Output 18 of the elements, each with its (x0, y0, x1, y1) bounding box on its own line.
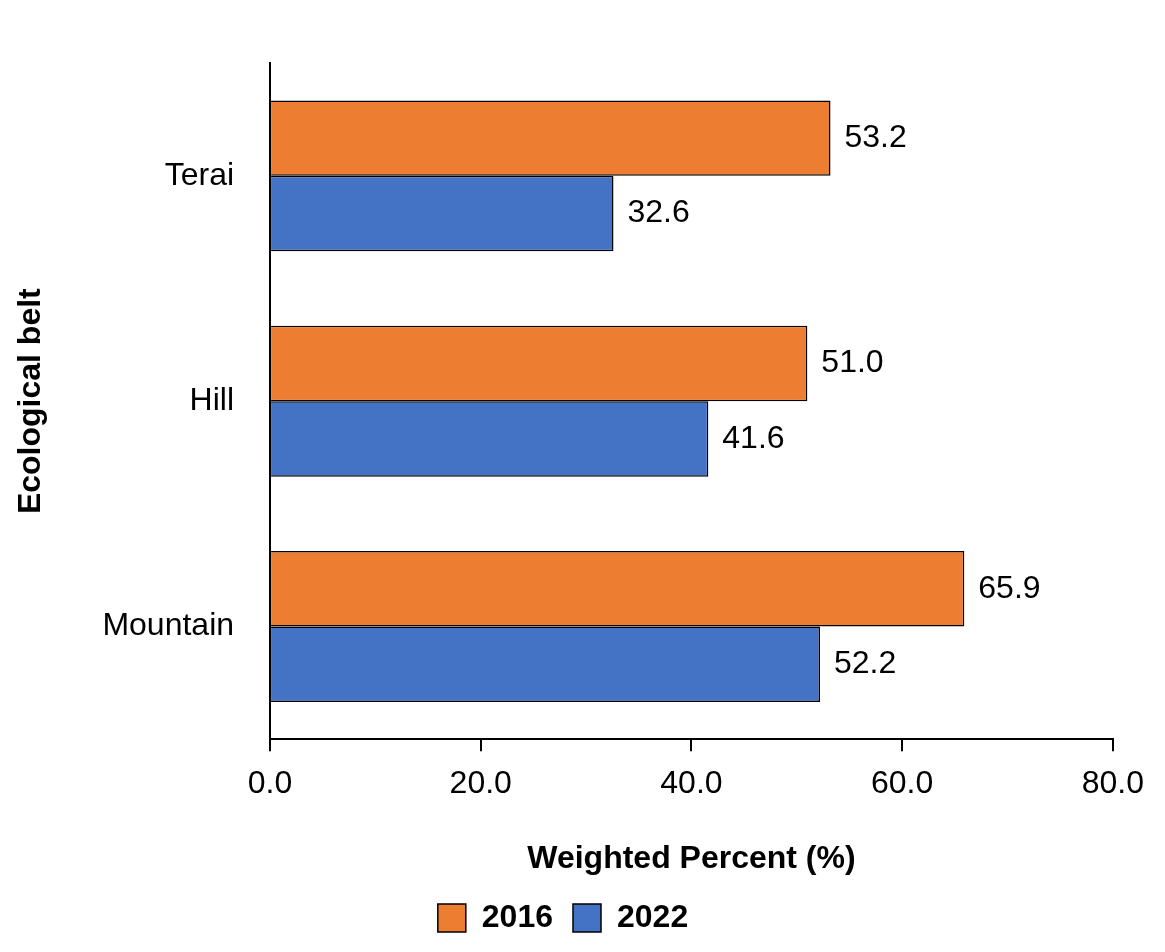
data-label: 32.6 (627, 193, 690, 230)
y-tick-label: Mountain (102, 606, 235, 643)
y-axis-title: Ecological belt (11, 287, 48, 515)
x-tick-label: 80.0 (1081, 764, 1144, 801)
data-label: 52.2 (833, 644, 897, 681)
x-tick-label: 20.0 (449, 764, 512, 801)
x-tick-label: 40.0 (660, 764, 723, 801)
legend-label: 2016 (481, 897, 553, 934)
data-label: 53.2 (844, 117, 907, 154)
x-tick-label: 60.0 (871, 764, 934, 801)
x-tick-label: 0.0 (247, 764, 293, 801)
data-label: 51.0 (821, 343, 884, 380)
data-label: 65.9 (978, 568, 1041, 605)
y-tick-label: Terai (164, 155, 235, 192)
y-tick-label: Hill (189, 381, 235, 418)
x-axis-title: Weighted Percent (%) (527, 838, 856, 875)
data-label: 41.6 (722, 418, 785, 455)
legend-label: 2022 (617, 897, 689, 934)
